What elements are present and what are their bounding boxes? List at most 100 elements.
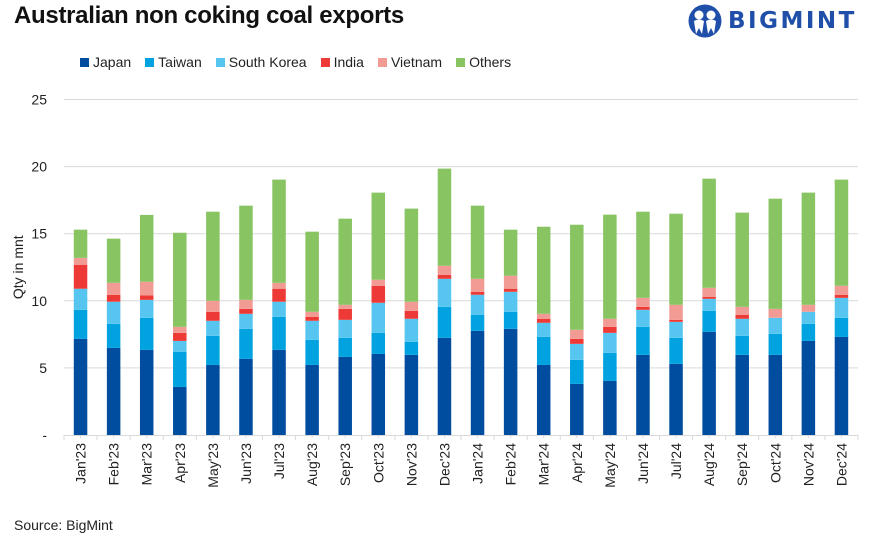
bar-segment-others	[106, 238, 121, 283]
bar-segment-taiwan	[503, 311, 518, 329]
y-tick-label: 20	[31, 159, 47, 175]
bar-segment-india	[702, 296, 716, 299]
x-tick-label: Apr'23	[172, 443, 188, 483]
bar-segment-india	[735, 314, 749, 319]
bar-segment-vietnam	[801, 304, 816, 312]
bar-segment-vietnam	[106, 282, 121, 295]
bar-segment-taiwan	[801, 323, 816, 341]
bar-segment-vietnam	[735, 306, 749, 315]
bar-segment-vietnam	[338, 304, 352, 309]
bar-segment-others	[239, 205, 253, 300]
bar-segment-south-korea	[834, 297, 849, 318]
bar-segment-india	[470, 291, 485, 295]
x-tick-label: Nov'24	[800, 443, 816, 486]
bar-segment-south-korea	[503, 291, 518, 312]
bar-segment-others	[338, 218, 352, 305]
bar-segment-others	[371, 192, 386, 280]
bar-segment-others	[173, 232, 187, 327]
bar-segment-japan	[503, 328, 518, 435]
chart-title: Australian non coking coal exports	[14, 2, 404, 29]
x-tick-label: Dec'24	[833, 443, 849, 486]
bar-segment-south-korea	[139, 299, 154, 318]
bar-segment-taiwan	[570, 359, 584, 384]
bar-segment-south-korea	[106, 301, 121, 324]
bar-segment-vietnam	[404, 301, 419, 311]
bar-segment-japan	[570, 383, 584, 435]
bar-segment-taiwan	[768, 333, 783, 355]
y-tick-label: 10	[31, 293, 47, 309]
bar-segment-south-korea	[536, 322, 551, 337]
x-tick-label: Nov'23	[403, 443, 419, 486]
bar-segment-taiwan	[371, 332, 386, 354]
bar-segment-japan	[371, 353, 386, 435]
bar-segment-south-korea	[735, 318, 749, 336]
legend-item-south-korea: South Korea	[215, 54, 307, 70]
legend-swatch	[215, 57, 225, 67]
legend-label: Vietnam	[390, 54, 443, 70]
bar-segment-vietnam	[636, 297, 650, 307]
bar-segment-india	[834, 294, 849, 298]
bar-segment-india	[73, 264, 88, 289]
bar-segment-japan	[470, 330, 485, 435]
legend-swatch	[80, 57, 89, 67]
bar-segment-india	[305, 316, 319, 321]
bar-segment-others	[801, 192, 816, 305]
x-tick-label: Jan'23	[73, 443, 89, 484]
bar-segment-taiwan	[669, 337, 683, 364]
legend-label: India	[333, 54, 364, 70]
bar-segment-india	[404, 310, 419, 319]
bar-segment-others	[570, 224, 584, 330]
bar-segment-south-korea	[404, 318, 419, 342]
bar-segment-japan	[768, 354, 783, 435]
bar-segment-vietnam	[305, 311, 319, 317]
bar-segment-india	[239, 308, 253, 314]
bar-segment-vietnam	[173, 326, 187, 333]
bar-segment-japan	[834, 336, 849, 435]
bar-segment-south-korea	[636, 309, 650, 327]
bar-segment-south-korea	[206, 320, 220, 336]
bar-segment-india	[669, 319, 683, 322]
y-tick-label: 15	[31, 226, 47, 242]
bar-segment-japan	[603, 380, 617, 435]
bar-segment-japan	[702, 331, 716, 435]
bar-segment-vietnam	[272, 282, 286, 289]
x-tick-label: May'24	[602, 443, 618, 488]
bar-segment-vietnam	[503, 275, 518, 289]
x-tick-label: Feb'23	[106, 443, 122, 486]
bar-segment-japan	[272, 349, 286, 435]
bar-segment-india	[536, 318, 551, 323]
bar-segment-vietnam	[669, 304, 683, 320]
legend-item-vietnam: Vietnam	[377, 54, 443, 70]
x-tick-label: Jun'23	[238, 443, 254, 484]
bigmint-logo: BIGMINT	[688, 4, 857, 38]
bar-segment-japan	[73, 338, 88, 435]
bar-segment-japan	[636, 354, 650, 435]
bar-segment-vietnam	[834, 285, 849, 295]
bar-segment-others	[603, 214, 617, 319]
bar-segment-south-korea	[702, 298, 716, 311]
bar-segment-taiwan	[338, 337, 352, 357]
y-tick-label: 25	[31, 92, 47, 108]
bar-segment-japan	[239, 358, 253, 435]
bar-segment-others	[305, 231, 319, 312]
bar-segment-taiwan	[636, 326, 650, 355]
bar-segment-india	[272, 288, 286, 302]
bar-segment-vietnam	[702, 287, 716, 297]
x-tick-label: Sep'24	[734, 443, 750, 486]
bar-segment-india	[206, 311, 220, 321]
x-tick-label: Aug'23	[304, 443, 320, 486]
bar-segment-vietnam	[371, 279, 386, 286]
bar-segment-others	[768, 198, 783, 309]
bar-segment-vietnam	[536, 313, 551, 319]
bar-segment-taiwan	[437, 306, 452, 338]
x-tick-label: Feb'24	[503, 443, 519, 486]
x-tick-label: Oct'23	[370, 443, 386, 483]
bar-segment-taiwan	[603, 352, 617, 381]
y-tick-label: -	[42, 427, 47, 443]
bar-segment-japan	[305, 364, 319, 435]
bar-segment-india	[173, 332, 187, 341]
legend-item-taiwan: Taiwan	[145, 54, 202, 70]
legend-swatch	[456, 57, 466, 67]
bar-segment-taiwan	[702, 310, 716, 332]
